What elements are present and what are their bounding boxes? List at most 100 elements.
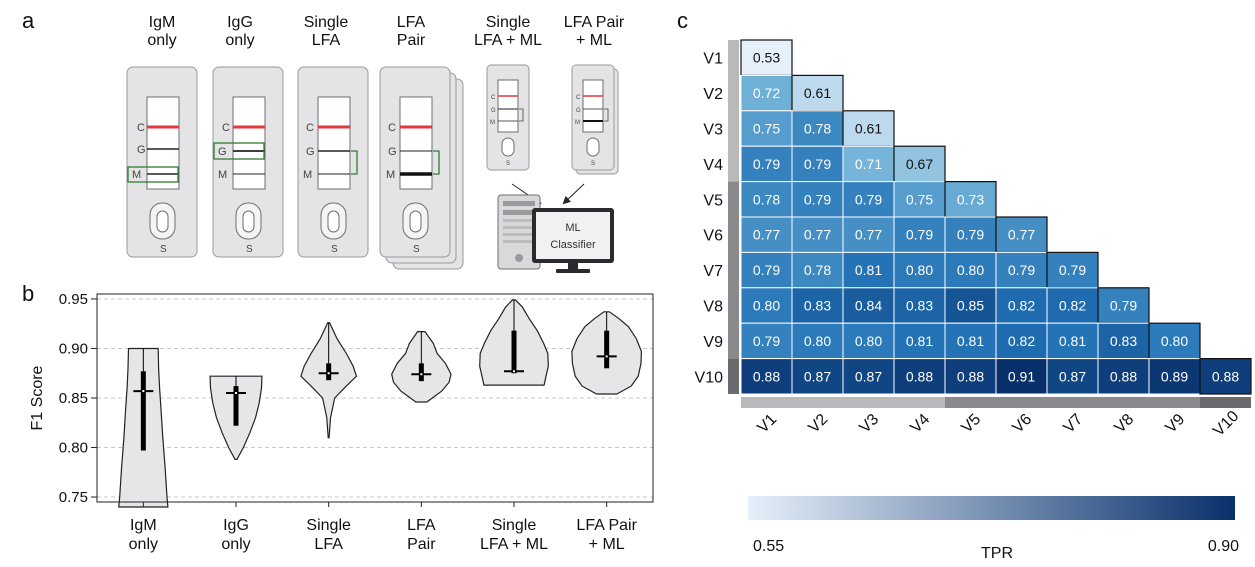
violin-iqr-box xyxy=(326,363,332,381)
card-title-line: LFA Pair xyxy=(563,14,625,31)
panel-label-b: b xyxy=(22,281,35,306)
violin-median-dot xyxy=(420,373,423,376)
heatmap-cell-value: 0.84 xyxy=(855,298,882,314)
heatmap-cell xyxy=(944,181,997,218)
heatmap-cell-value: 0.61 xyxy=(855,121,882,137)
s-well-label: S xyxy=(160,244,167,255)
heatmap-cell-value: 0.87 xyxy=(804,368,831,384)
heatmap-cell xyxy=(791,74,844,112)
c-line-label: C xyxy=(222,122,230,134)
heatmap-cell-value: 0.82 xyxy=(1008,333,1035,349)
computer-icon: ML Classifier xyxy=(497,194,614,273)
panel-label-a: a xyxy=(22,8,35,33)
heatmap-cell xyxy=(791,145,844,183)
violin-median-dot xyxy=(327,372,330,375)
cassette-igm: C G M S xyxy=(126,66,198,258)
heatmap-cell xyxy=(842,251,895,289)
card-title-line: Single xyxy=(485,14,531,31)
heatmap-chart: 0.53 0.72 0.61 0.75 0.78 0.61 0.79 0.79 0.71 0.67… xyxy=(695,39,1252,562)
x-tick-label: Pair xyxy=(407,536,436,553)
heatmap-cell xyxy=(944,358,997,395)
heatmap-cell-value: 0.80 xyxy=(1161,333,1188,349)
row-label: V7 xyxy=(703,263,723,280)
cassette-igg: C G M S xyxy=(212,66,284,258)
heatmap-cell xyxy=(893,145,946,183)
classifier-label-line1: ML xyxy=(565,222,580,234)
c-line-label: C xyxy=(137,122,145,134)
heatmap-cell xyxy=(1148,322,1201,360)
heatmap-cell-value: 0.81 xyxy=(906,333,933,349)
heatmap-cell-value: 0.89 xyxy=(1161,368,1188,384)
heatmap-cell-value: 0.72 xyxy=(753,85,780,101)
heatmap-cell-value: 0.79 xyxy=(957,227,984,243)
heatmap-cell-value: 0.83 xyxy=(804,298,831,314)
heatmap-cell xyxy=(740,145,793,183)
x-tick-label: Single xyxy=(306,517,351,534)
x-tick-label: only xyxy=(221,536,250,553)
cassette-lfa-pair-ml: C G M S xyxy=(571,64,619,175)
schematic-drawing: C G M S C G M S xyxy=(126,64,619,273)
heatmap-cell-value: 0.80 xyxy=(855,333,882,349)
violin-iqr-box xyxy=(233,386,239,426)
card-title-igg: IgG only xyxy=(195,14,285,50)
card-title-igm: IgM only xyxy=(117,14,207,50)
colorbar-min-label: 0.55 xyxy=(753,538,784,555)
card-title-lfa-pair: LFA Pair xyxy=(366,14,456,50)
m-line-label: M xyxy=(575,120,580,126)
heatmap-cell xyxy=(842,145,895,183)
heatmap-cell xyxy=(893,216,946,253)
heatmap-cell-value: 0.91 xyxy=(1008,368,1035,384)
heatmap-cell-value: 0.79 xyxy=(753,156,780,172)
classifier-label-line2: Classifier xyxy=(550,239,596,251)
m-line-label: M xyxy=(386,169,395,181)
cassette-lfa-pair: C G M S xyxy=(379,66,464,270)
y-tick-label: 0.75 xyxy=(59,489,88,506)
card-title-line: IgM xyxy=(148,14,176,31)
heatmap-cell-value: 0.82 xyxy=(1059,298,1086,314)
card-title-line: LFA + ML xyxy=(473,32,543,49)
g-line-label: G xyxy=(576,108,581,114)
col-label: V4 xyxy=(907,411,933,437)
row-label: V10 xyxy=(695,369,724,386)
heatmap-cell-value: 0.75 xyxy=(753,121,780,137)
heatmap-cell-value: 0.79 xyxy=(906,227,933,243)
heatmap-cell-value: 0.79 xyxy=(855,191,882,207)
row-group-bar xyxy=(728,181,739,359)
heatmap-cell xyxy=(1097,358,1150,395)
heatmap-cell xyxy=(842,216,895,253)
heatmap-cell xyxy=(740,181,793,218)
col-group-bar xyxy=(741,397,945,408)
colorbar-max-label: 0.90 xyxy=(1208,538,1239,555)
heatmap-cell xyxy=(1046,251,1099,289)
heatmap-cell xyxy=(791,358,844,395)
card-title-single-lfa: Single LFA xyxy=(281,14,371,50)
heatmap-cell-value: 0.82 xyxy=(1008,298,1035,314)
heatmap-cell-value: 0.79 xyxy=(753,333,780,349)
g-line-label: G xyxy=(491,108,496,114)
x-tick-label: LFA + ML xyxy=(480,536,548,553)
colorbar xyxy=(748,496,1235,520)
heatmap-cell-value: 0.79 xyxy=(753,262,780,278)
heatmap-cell-value: 0.79 xyxy=(1110,298,1137,314)
heatmap-cell-value: 0.79 xyxy=(804,191,831,207)
g-line-label: G xyxy=(388,146,397,158)
c-line-label: C xyxy=(491,95,496,101)
heatmap-cell-value: 0.80 xyxy=(753,298,780,314)
heatmap-cell-value: 0.80 xyxy=(957,262,984,278)
heatmap-cell-value: 0.77 xyxy=(1008,227,1035,243)
s-well-label: S xyxy=(331,244,338,255)
heatmap-cell xyxy=(842,181,895,218)
violin-iqr-box xyxy=(604,330,610,369)
violin-median-dot xyxy=(235,392,237,395)
heatmap-cell xyxy=(893,322,946,360)
arrow-right xyxy=(562,183,585,205)
col-group-bar xyxy=(1200,397,1251,408)
heatmap-cell xyxy=(995,251,1048,289)
heatmap-cell-value: 0.88 xyxy=(957,368,984,384)
heatmap-cell-value: 0.73 xyxy=(957,191,984,207)
card-title-line: LFA xyxy=(396,14,426,31)
x-tick-label: + ML xyxy=(589,536,625,553)
heatmap-cell-value: 0.88 xyxy=(1110,368,1137,384)
col-label: V7 xyxy=(1060,411,1086,437)
heatmap-cell-value: 0.85 xyxy=(957,298,984,314)
